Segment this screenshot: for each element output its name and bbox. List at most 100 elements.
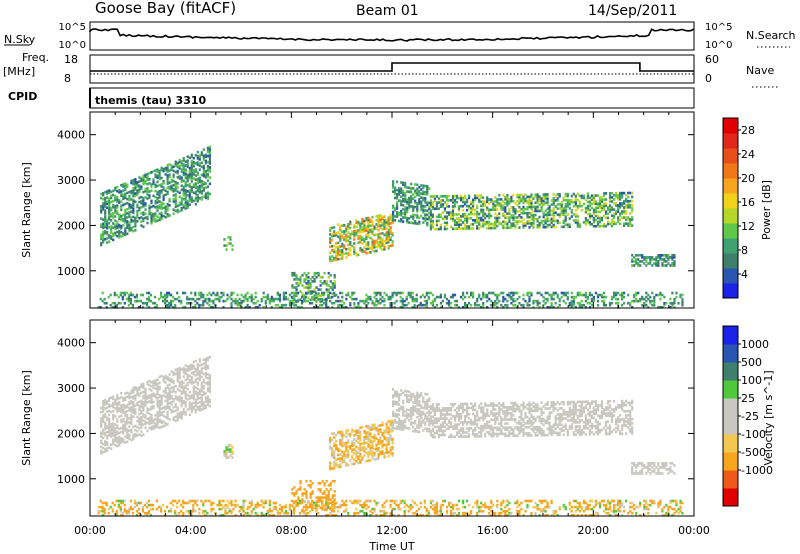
scatter-cell [387, 222, 390, 226]
scatter-cell [170, 299, 173, 303]
scatter-cell [331, 496, 334, 499]
scatter-cell [325, 297, 328, 301]
scatter-cell [194, 306, 197, 309]
scatter-cell [391, 437, 394, 441]
scatter-cell [164, 381, 167, 384]
scatter-cell [381, 433, 384, 437]
scatter-cell [204, 373, 207, 377]
scatter-cell [619, 212, 622, 215]
scatter-cell [188, 191, 191, 194]
scatter-cell [246, 306, 249, 309]
scatter-cell [392, 410, 395, 414]
scatter-cell [206, 389, 209, 392]
scatter-cell [449, 199, 453, 202]
scatter-cell [128, 394, 131, 398]
scatter-cell [482, 208, 485, 212]
scatter-cell [588, 293, 591, 297]
scatter-cell [398, 425, 401, 429]
scatter-cell [162, 394, 165, 397]
scatter-cell [355, 453, 358, 457]
scatter-cell [396, 194, 399, 198]
scatter-cell [408, 394, 411, 398]
scatter-cell [470, 227, 473, 230]
scatter-cell [518, 295, 521, 299]
scatter-cell [608, 206, 612, 209]
scatter-cell [135, 295, 138, 299]
scatter-cell [198, 400, 201, 404]
scatter-cell [184, 197, 187, 200]
scatter-cell [194, 404, 197, 408]
scatter-cell [134, 216, 137, 220]
scatter-cell [578, 225, 581, 228]
scatter-cell [504, 226, 507, 230]
scatter-cell [184, 396, 187, 400]
scatter-cell [418, 422, 421, 426]
scatter-cell [506, 202, 509, 205]
scatter-cell [610, 295, 614, 299]
scatter-cell [106, 192, 109, 195]
scatter-cell [154, 220, 157, 223]
scatter-cell [329, 439, 332, 442]
scatter-cell [578, 204, 581, 208]
scatter-cell [180, 209, 183, 212]
scatter-cell [172, 379, 175, 383]
scatter-cell [347, 235, 350, 238]
scatter-cell [466, 198, 469, 202]
scatter-cell [131, 306, 134, 309]
scatter-cell [104, 191, 107, 194]
nsky-label: N.Sky [4, 33, 36, 46]
scatter-cell [166, 423, 169, 426]
scatter-cell [132, 405, 135, 408]
scatter-cell [426, 429, 429, 433]
scatter-cell [586, 219, 589, 222]
scatter-cell [110, 447, 113, 450]
scatter-cell [381, 440, 384, 443]
scatter-cell [200, 389, 203, 393]
scatter-cell [284, 291, 287, 295]
scatter-cell [136, 389, 139, 392]
scatter-cell [449, 211, 453, 214]
scatter-cell [343, 236, 346, 239]
scatter-cell [464, 213, 467, 216]
scatter-cell [202, 301, 205, 305]
scatter-cell [108, 423, 111, 427]
scatter-cell [383, 227, 386, 231]
scatter-cell [156, 170, 159, 173]
scatter-cell [522, 297, 525, 301]
scatter-cell [516, 216, 519, 219]
scatter-cell [148, 212, 151, 216]
scatter-cell [136, 430, 139, 433]
scatter-cell [621, 216, 624, 219]
scatter-cell [631, 260, 634, 263]
scatter-cell [359, 238, 362, 242]
scatter-cell [357, 447, 360, 450]
scatter-cell [174, 297, 177, 301]
scatter-cell [621, 212, 624, 215]
scatter-cell [530, 211, 533, 215]
scatter-cell [347, 243, 350, 247]
scatter-cell [617, 297, 620, 301]
scatter-cell [542, 223, 545, 227]
scatter-cell [126, 191, 129, 195]
scatter-cell [114, 225, 117, 229]
scatter-cell [100, 211, 103, 214]
scatter-cell [486, 306, 489, 309]
scatter-cell [120, 406, 123, 409]
scatter-cell [108, 234, 111, 237]
scatter-cell [198, 186, 201, 190]
scatter-cell [184, 400, 187, 404]
scatter-cell [331, 238, 334, 242]
scatter-cell [359, 228, 362, 232]
scatter-cell [426, 411, 429, 414]
scatter-cell [613, 216, 616, 220]
scatter-cell [120, 200, 123, 203]
scatter-cell [100, 421, 103, 424]
scatter-cell [480, 210, 483, 214]
scatter-cell [426, 201, 429, 204]
scatter-cell [468, 212, 471, 216]
scatter-cell [168, 163, 171, 166]
scatter-cell [307, 484, 310, 487]
scatter-cell [619, 193, 622, 197]
scatter-cell [112, 401, 115, 405]
scatter-cell [353, 462, 356, 466]
